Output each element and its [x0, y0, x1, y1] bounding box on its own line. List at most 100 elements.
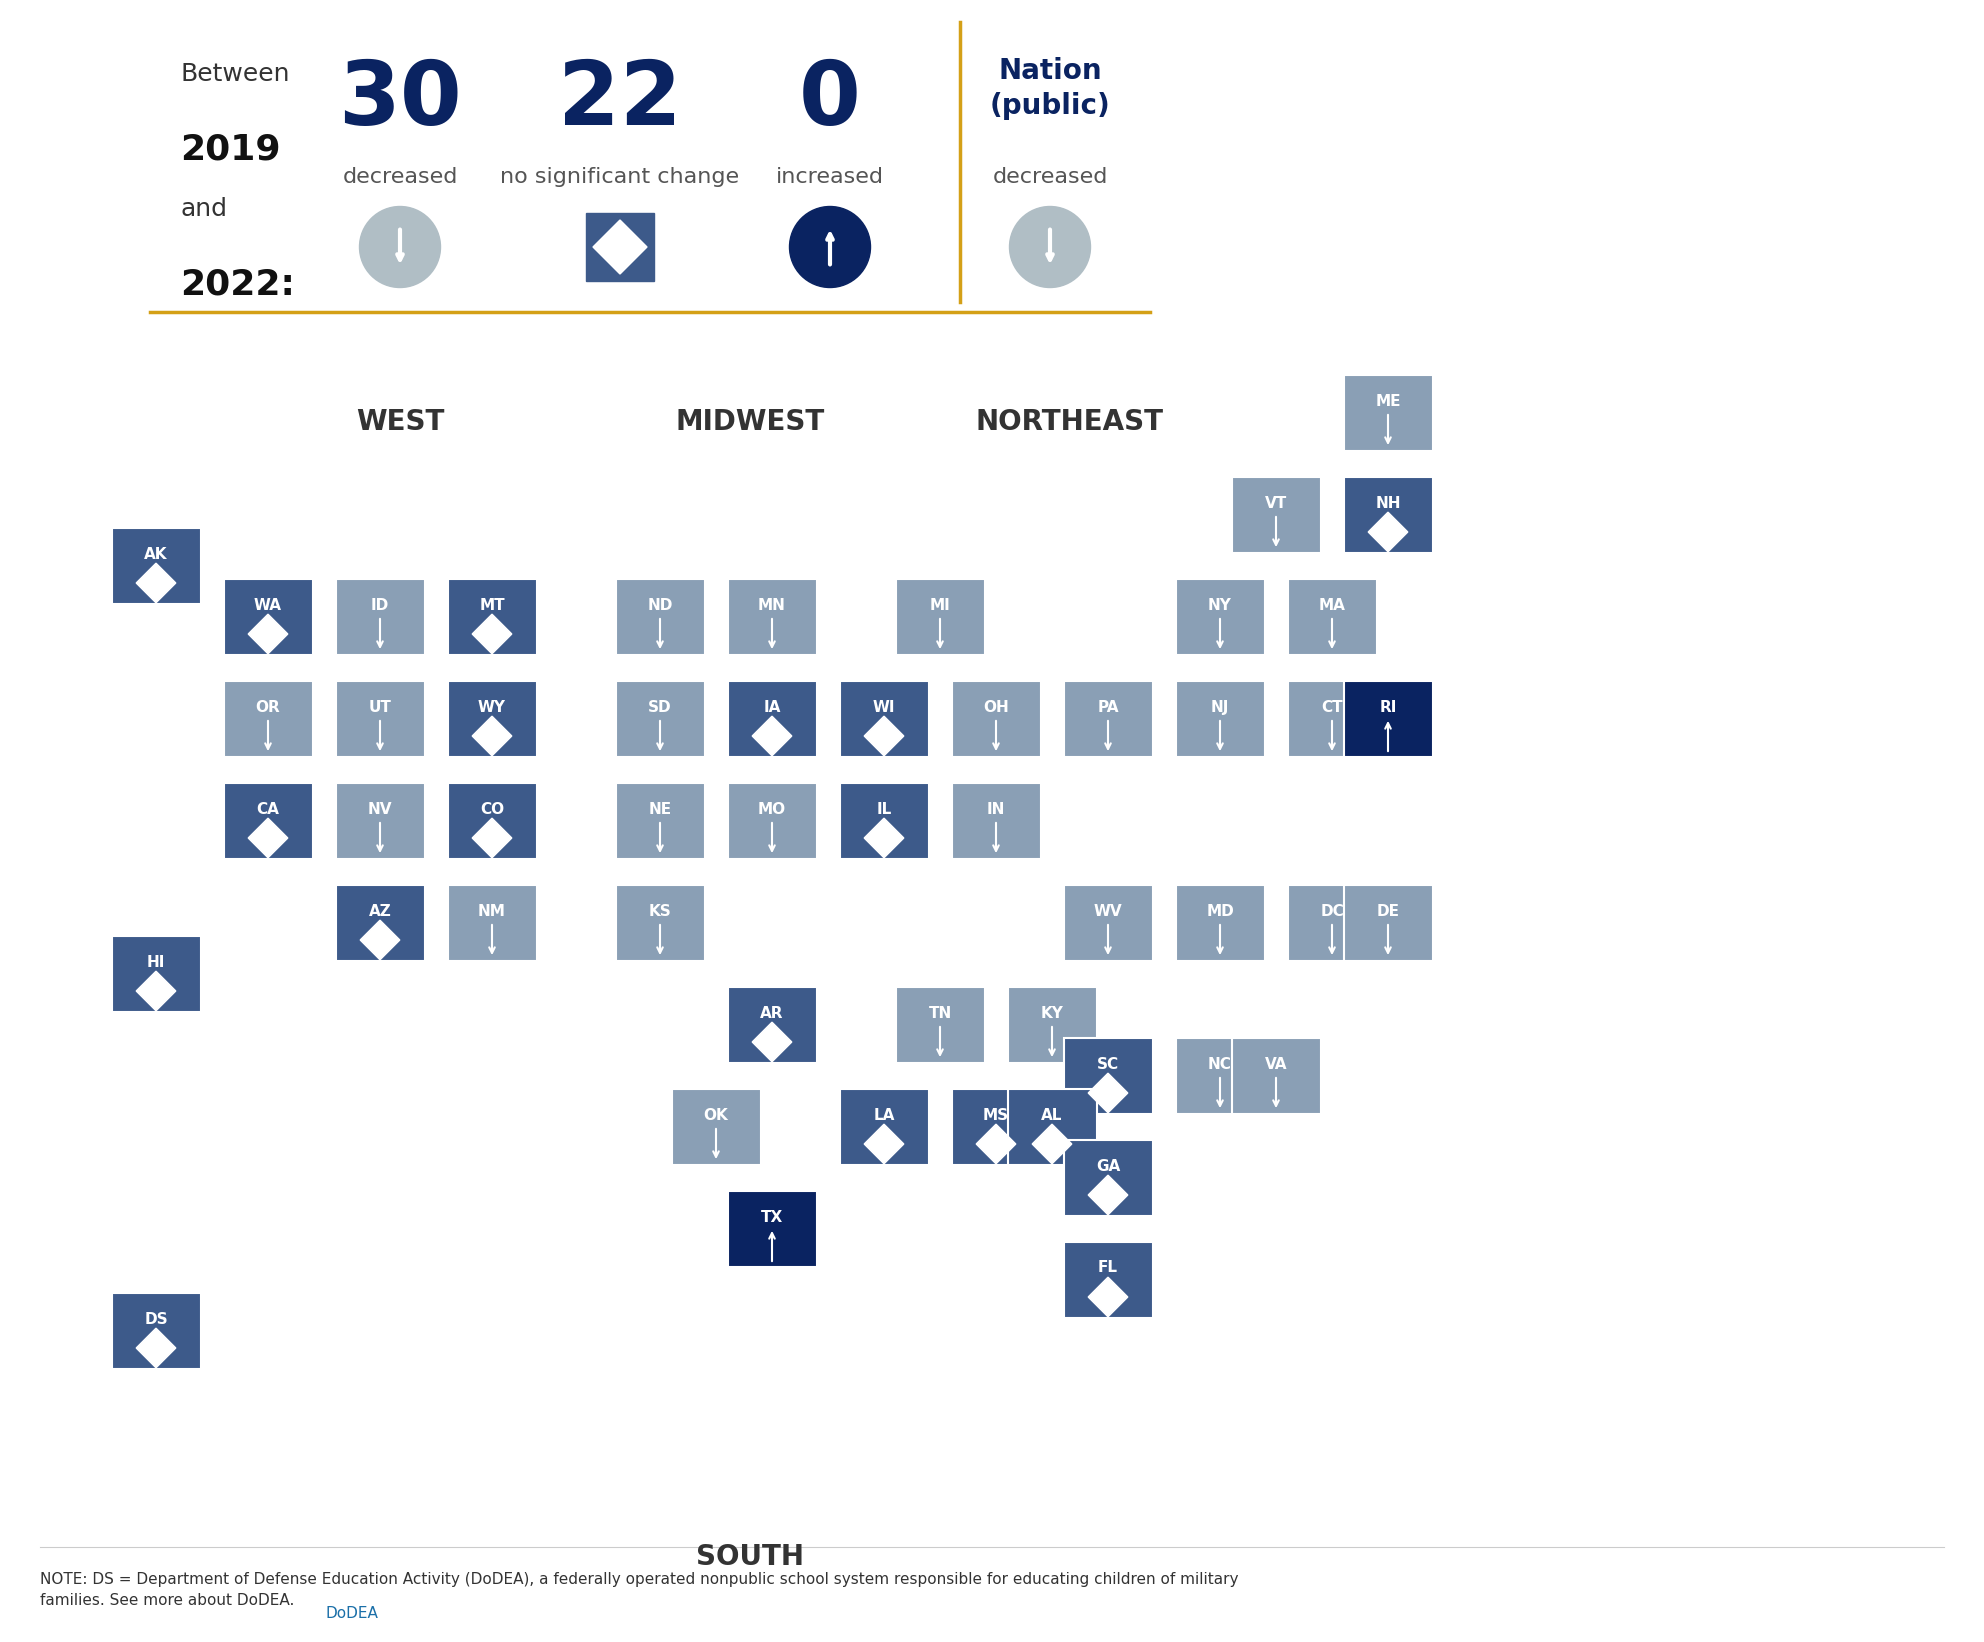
Text: Between: Between [181, 62, 290, 85]
Text: increased: increased [776, 167, 885, 187]
Text: OH: OH [984, 699, 1010, 714]
FancyBboxPatch shape [448, 580, 536, 655]
Text: 0: 0 [800, 57, 861, 144]
FancyBboxPatch shape [1288, 681, 1377, 757]
FancyBboxPatch shape [952, 783, 1040, 859]
FancyBboxPatch shape [952, 1089, 1040, 1166]
Text: FL: FL [1097, 1261, 1119, 1276]
FancyBboxPatch shape [839, 681, 929, 757]
FancyBboxPatch shape [111, 529, 200, 604]
Text: NORTHEAST: NORTHEAST [976, 407, 1165, 437]
Text: NE: NE [649, 801, 671, 816]
Polygon shape [1087, 1074, 1127, 1113]
Text: ND: ND [647, 598, 673, 612]
Text: AL: AL [1042, 1107, 1063, 1123]
FancyBboxPatch shape [728, 987, 817, 1062]
Text: VT: VT [1266, 496, 1288, 511]
Text: MT: MT [480, 598, 504, 612]
Text: ME: ME [1375, 394, 1401, 409]
FancyBboxPatch shape [1232, 476, 1321, 553]
Text: ID: ID [371, 598, 389, 612]
FancyBboxPatch shape [728, 783, 817, 859]
Text: IL: IL [877, 801, 891, 816]
FancyBboxPatch shape [1175, 1038, 1264, 1113]
Text: HI: HI [147, 954, 165, 969]
Circle shape [790, 207, 871, 287]
Text: CA: CA [256, 801, 280, 816]
Polygon shape [976, 1125, 1016, 1164]
FancyBboxPatch shape [335, 681, 425, 757]
Text: OK: OK [704, 1107, 728, 1123]
Text: MI: MI [930, 598, 950, 612]
FancyBboxPatch shape [224, 783, 313, 859]
Polygon shape [752, 1023, 792, 1062]
Text: WA: WA [254, 598, 282, 612]
FancyBboxPatch shape [1232, 1038, 1321, 1113]
FancyBboxPatch shape [111, 936, 200, 1011]
Polygon shape [137, 970, 177, 1011]
Text: WV: WV [1093, 903, 1123, 918]
Polygon shape [865, 818, 905, 857]
FancyBboxPatch shape [111, 1292, 200, 1369]
FancyBboxPatch shape [1288, 580, 1377, 655]
Polygon shape [1032, 1125, 1071, 1164]
FancyBboxPatch shape [615, 681, 704, 757]
Text: CO: CO [480, 801, 504, 816]
FancyBboxPatch shape [615, 580, 704, 655]
FancyBboxPatch shape [1343, 885, 1432, 961]
Text: AZ: AZ [369, 903, 391, 918]
Text: Nation
(public): Nation (public) [990, 57, 1111, 120]
Polygon shape [472, 614, 512, 654]
Circle shape [1010, 207, 1091, 287]
Text: WEST: WEST [355, 407, 444, 437]
FancyBboxPatch shape [671, 1089, 760, 1166]
FancyBboxPatch shape [1288, 885, 1377, 961]
FancyBboxPatch shape [839, 1089, 929, 1166]
FancyBboxPatch shape [1063, 681, 1153, 757]
Text: NV: NV [367, 801, 393, 816]
FancyBboxPatch shape [1175, 681, 1264, 757]
Text: SOUTH: SOUTH [696, 1543, 804, 1571]
Text: MA: MA [1319, 598, 1345, 612]
FancyBboxPatch shape [1063, 1241, 1153, 1319]
FancyBboxPatch shape [335, 783, 425, 859]
FancyBboxPatch shape [839, 783, 929, 859]
Text: WI: WI [873, 699, 895, 714]
Text: IA: IA [764, 699, 780, 714]
Text: NOTE: DS = Department of Defense Education Activity (DoDEA), a federally operate: NOTE: DS = Department of Defense Educati… [40, 1571, 1238, 1608]
FancyBboxPatch shape [728, 1190, 817, 1268]
Text: TX: TX [762, 1210, 784, 1225]
Text: DC: DC [1319, 903, 1343, 918]
Text: MO: MO [758, 801, 786, 816]
Polygon shape [472, 716, 512, 755]
Text: PA: PA [1097, 699, 1119, 714]
Text: SD: SD [649, 699, 673, 714]
Text: DE: DE [1377, 903, 1399, 918]
Text: OR: OR [256, 699, 280, 714]
Text: NJ: NJ [1210, 699, 1230, 714]
Text: NY: NY [1208, 598, 1232, 612]
Text: MD: MD [1206, 903, 1234, 918]
Text: and: and [181, 197, 226, 222]
FancyBboxPatch shape [615, 783, 704, 859]
Text: MS: MS [982, 1107, 1010, 1123]
FancyBboxPatch shape [1008, 1089, 1097, 1166]
Text: AK: AK [145, 547, 169, 562]
Text: 2019: 2019 [181, 131, 280, 166]
Polygon shape [593, 220, 647, 274]
FancyBboxPatch shape [1343, 476, 1432, 553]
FancyBboxPatch shape [895, 987, 984, 1062]
FancyBboxPatch shape [448, 885, 536, 961]
Text: MN: MN [758, 598, 786, 612]
Text: SC: SC [1097, 1056, 1119, 1072]
FancyBboxPatch shape [335, 580, 425, 655]
Text: UT: UT [369, 699, 391, 714]
FancyBboxPatch shape [1063, 885, 1153, 961]
Polygon shape [137, 1328, 177, 1368]
Polygon shape [865, 716, 905, 755]
Text: DoDEA: DoDEA [325, 1606, 377, 1621]
FancyBboxPatch shape [728, 580, 817, 655]
Polygon shape [137, 563, 177, 603]
Text: AR: AR [760, 1005, 784, 1020]
FancyBboxPatch shape [448, 783, 536, 859]
